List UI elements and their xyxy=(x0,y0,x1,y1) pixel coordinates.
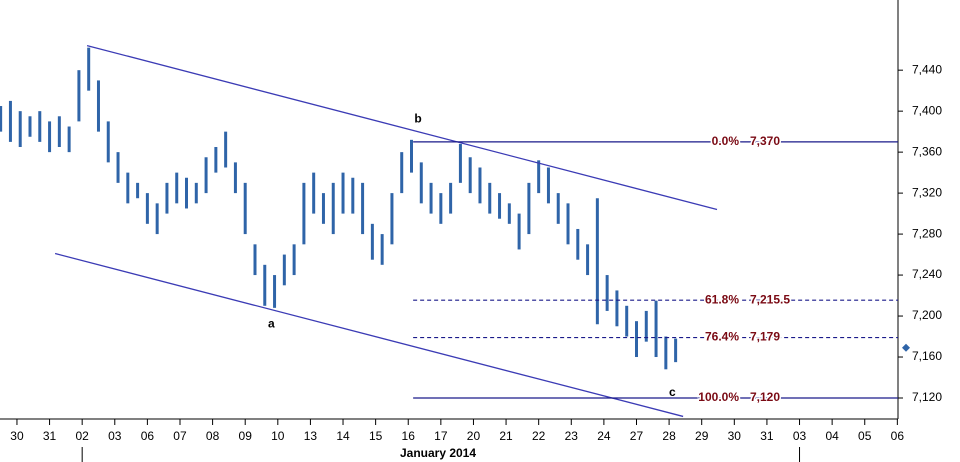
x-tick-label: 20 xyxy=(467,429,481,443)
x-tick-label: 30 xyxy=(10,429,24,443)
y-tick-label: 7,200 xyxy=(912,308,942,322)
x-tick-label: 03 xyxy=(108,429,122,443)
wave-label: a xyxy=(268,316,275,330)
x-tick-label: 10 xyxy=(271,429,285,443)
fib-value: 7,120 xyxy=(750,390,780,404)
y-tick-label: 7,400 xyxy=(912,103,942,117)
x-tick-label: 08 xyxy=(206,429,220,443)
last-price-marker xyxy=(902,343,910,352)
y-tick-label: 7,120 xyxy=(912,390,942,404)
fib-value: 7,215.5 xyxy=(750,292,790,306)
x-tick-label: 30 xyxy=(728,429,742,443)
x-tick-label: 17 xyxy=(434,429,448,443)
x-tick-label: 16 xyxy=(402,429,416,443)
trend-line xyxy=(86,44,718,211)
y-tick-label: 7,320 xyxy=(912,185,942,199)
fib-percent: 0.0% xyxy=(712,134,740,148)
y-tick-label: 7,360 xyxy=(912,144,942,158)
x-tick-label: 21 xyxy=(499,429,513,443)
x-tick-label: 15 xyxy=(369,429,383,443)
fib-value: 7,179 xyxy=(750,330,780,344)
x-tick-label: 22 xyxy=(532,429,546,443)
trend-line xyxy=(54,252,684,418)
x-tick-label: 31 xyxy=(760,429,774,443)
x-tick-label: 27 xyxy=(630,429,644,443)
wave-label: b xyxy=(414,112,421,126)
x-tick-label: 13 xyxy=(304,429,318,443)
y-tick-label: 7,440 xyxy=(912,62,942,76)
x-tick-label: 06 xyxy=(891,429,905,443)
x-tick-label: 04 xyxy=(825,429,839,443)
fib-percent: 61.8% xyxy=(705,292,739,306)
x-tick-label: 05 xyxy=(858,429,872,443)
fib-value: 7,370 xyxy=(750,134,780,148)
x-tick-label: 23 xyxy=(565,429,579,443)
x-tick-label: 14 xyxy=(336,429,350,443)
x-tick-label: 09 xyxy=(239,429,253,443)
y-tick-label: 7,280 xyxy=(912,226,942,240)
y-tick-label: 7,240 xyxy=(912,267,942,281)
wave-label: c xyxy=(669,385,676,399)
x-tick-label: 06 xyxy=(141,429,155,443)
x-tick-label: 03 xyxy=(793,429,807,443)
fib-percent: 76.4% xyxy=(705,330,739,344)
y-tick-label: 7,160 xyxy=(912,349,942,363)
period-label: January 2014 xyxy=(400,446,476,460)
x-tick-label: 31 xyxy=(43,429,57,443)
x-tick-label: 28 xyxy=(662,429,676,443)
x-tick-label: 24 xyxy=(597,429,611,443)
fib-percent: 100.0% xyxy=(698,390,739,404)
x-tick-label: 29 xyxy=(695,429,709,443)
x-tick-label: 07 xyxy=(173,429,187,443)
x-tick-label: 02 xyxy=(75,429,89,443)
